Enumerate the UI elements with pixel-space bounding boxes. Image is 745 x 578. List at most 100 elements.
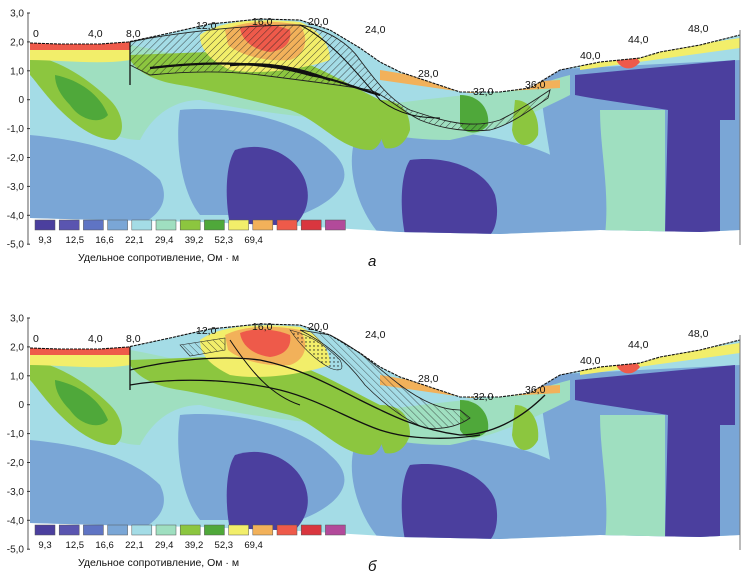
y-tick-label: 3,0 bbox=[10, 314, 24, 325]
y-tick-b-2: 1,0 bbox=[10, 371, 30, 382]
legend-title: Удельное сопротивление, Ом · м bbox=[78, 252, 239, 264]
legend-swatch bbox=[300, 524, 322, 536]
legend-a: 9,3 12,5 16,6 22,1 29,4 39,2 52,3 69,4 Удельное … bbox=[34, 219, 346, 264]
x-tick-label-a: 12,0 bbox=[196, 20, 217, 32]
annotations: 3,0 2,0 1,0 0 -1,0 -2,0 -3,0 -4,0 -5,0 0 4,0 8,0 12,… bbox=[7, 9, 709, 576]
x-tick-label-b: 16,0 bbox=[252, 321, 273, 333]
legend-swatch bbox=[83, 524, 104, 536]
legend-swatch bbox=[252, 219, 274, 231]
legend-swatch bbox=[58, 524, 80, 536]
y-tick-label: 1,0 bbox=[10, 371, 24, 382]
y-tick-label: -2,0 bbox=[7, 458, 25, 469]
legend-swatch bbox=[204, 219, 225, 231]
y-tick-label: 2,0 bbox=[10, 37, 24, 48]
y-tick-label: -5,0 bbox=[7, 240, 25, 251]
legend-swatch bbox=[83, 219, 104, 231]
legend-swatch bbox=[131, 219, 153, 231]
x-tick-label-b: 28,0 bbox=[418, 373, 439, 385]
x-tick-label-a: 32,0 bbox=[473, 86, 494, 98]
y-tick-a-2: 1,0 bbox=[10, 66, 30, 77]
y-tick-a-0: 3,0 bbox=[10, 9, 30, 20]
x-tick-label-b: 4,0 bbox=[88, 333, 103, 345]
legend-swatch bbox=[155, 524, 177, 536]
x-tick-label-a: 40,0 bbox=[580, 50, 601, 62]
y-tick-a-4: -1,0 bbox=[7, 124, 30, 135]
legend-value: 52,3 bbox=[215, 235, 234, 246]
x-tick-label-b: 48,0 bbox=[688, 328, 709, 340]
legend-value: 9,3 bbox=[38, 235, 51, 246]
y-tick-label: -1,0 bbox=[7, 124, 25, 135]
boundary-line-b3 bbox=[229, 339, 301, 406]
legend-swatch bbox=[58, 219, 80, 231]
panel-label: а bbox=[368, 253, 376, 270]
y-tick-label: -4,0 bbox=[7, 516, 25, 527]
boundary-line-a1 bbox=[149, 62, 381, 97]
legend-swatch bbox=[276, 219, 298, 231]
y-tick-label: -1,0 bbox=[7, 429, 25, 440]
y-tick-a-1: 2,0 bbox=[10, 37, 30, 48]
y-tick-label: -2,0 bbox=[7, 153, 25, 164]
x-tick-label-b: 0 bbox=[33, 333, 39, 345]
boundary-line-a3 bbox=[299, 24, 441, 119]
y-tick-label: 2,0 bbox=[10, 342, 24, 353]
y-tick-label: -3,0 bbox=[7, 182, 25, 193]
x-tick-label-b: 36,0 bbox=[525, 384, 546, 396]
x-tick-label-a: 4,0 bbox=[88, 28, 103, 40]
x-tick-label-a: 36,0 bbox=[525, 79, 546, 91]
x-tick-label-b: 40,0 bbox=[580, 355, 601, 367]
legend-swatch bbox=[325, 219, 346, 231]
x-tick-label-a: 48,0 bbox=[688, 23, 709, 35]
dotted-layer-b bbox=[289, 329, 343, 371]
legend-swatch bbox=[228, 219, 249, 231]
legend-swatch bbox=[252, 524, 274, 536]
y-tick-a-3: 0 bbox=[18, 95, 30, 106]
x-tick-label-a: 16,0 bbox=[252, 16, 273, 28]
y-tick-label: 0 bbox=[18, 95, 24, 106]
x-tick-label-a: 24,0 bbox=[365, 24, 386, 36]
y-tick-b-8: -5,0 bbox=[7, 545, 30, 556]
boundary-line-b2 bbox=[129, 379, 481, 439]
x-tick-label-b: 24,0 bbox=[365, 329, 386, 341]
legend-value: 22,1 bbox=[125, 540, 144, 551]
y-tick-b-5: -2,0 bbox=[7, 458, 30, 469]
panel-label: б bbox=[368, 558, 377, 575]
legend-value: 29,4 bbox=[155, 235, 174, 246]
legend-swatch bbox=[276, 524, 298, 536]
legend-swatch bbox=[34, 219, 56, 231]
legend-value: 22,1 bbox=[125, 235, 144, 246]
legend-value: 16,6 bbox=[95, 540, 114, 551]
hatched-patch-b bbox=[179, 337, 226, 357]
y-tick-b-1: 2,0 bbox=[10, 342, 30, 353]
y-tick-b-4: -1,0 bbox=[7, 429, 30, 440]
hatched-layer-a bbox=[129, 24, 551, 132]
legend-swatch bbox=[179, 524, 201, 536]
y-tick-b-7: -4,0 bbox=[7, 516, 30, 527]
legend-value: 16,6 bbox=[95, 235, 114, 246]
x-tick-label-a: 0 bbox=[33, 28, 39, 40]
legend-swatch bbox=[131, 524, 153, 536]
legend-swatch bbox=[34, 524, 56, 536]
x-tick-label-a: 8,0 bbox=[126, 28, 141, 40]
ground-surface-a bbox=[29, 18, 741, 93]
y-tick-label: 0 bbox=[18, 400, 24, 411]
legend-value: 29,4 bbox=[155, 540, 174, 551]
legend-swatch bbox=[107, 524, 128, 536]
y-tick-label: 3,0 bbox=[10, 9, 24, 20]
x-tick-label-b: 8,0 bbox=[126, 333, 141, 345]
x-tick-label-b: 44,0 bbox=[628, 339, 649, 351]
y-tick-label: -4,0 bbox=[7, 211, 25, 222]
legend-swatch bbox=[325, 524, 346, 536]
legend-swatch bbox=[300, 219, 322, 231]
y-tick-b-3: 0 bbox=[18, 400, 30, 411]
legend-value: 69,4 bbox=[244, 540, 263, 551]
y-tick-a-8: -5,0 bbox=[7, 240, 30, 251]
legend-title: Удельное сопротивление, Ом · м bbox=[78, 557, 239, 569]
legend-swatch bbox=[179, 219, 201, 231]
legend-swatch bbox=[228, 524, 249, 536]
legend-swatch bbox=[107, 219, 128, 231]
legend-value: 52,3 bbox=[215, 540, 234, 551]
y-tick-label: -5,0 bbox=[7, 545, 25, 556]
x-tick-label-b: 12,0 bbox=[196, 325, 217, 337]
legend-value: 12,5 bbox=[66, 235, 85, 246]
